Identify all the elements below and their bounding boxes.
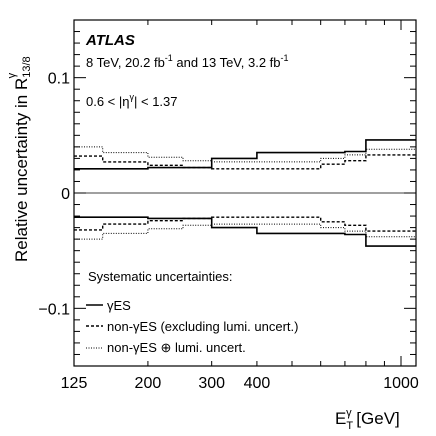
- plot-frame: [73, 19, 417, 367]
- series-layer: [74, 139, 416, 247]
- energy-lumi-label: 8 TeV, 20.2 fb-1 and 13 TeV, 3.2 fb-1: [86, 53, 289, 70]
- atlas-label: ATLAS: [85, 32, 135, 49]
- series-0-upper-line: [74, 139, 416, 170]
- legend: Systematic uncertainties: γES non-γES (e…: [86, 269, 298, 355]
- x-axis-label: ETγ [GeV]: [335, 407, 400, 432]
- x-axis-label-sub: T: [346, 420, 353, 432]
- series-1-lower-line: [74, 216, 416, 232]
- ticks-layer: [74, 20, 416, 366]
- series-2-lower-line: [74, 223, 416, 240]
- y-axis-label-sup: γ: [6, 72, 18, 78]
- y-tick-label: −0.1: [38, 301, 70, 318]
- y-tick-label: 0.1: [48, 71, 70, 88]
- legend-title: Systematic uncertainties:: [88, 269, 233, 284]
- x-tick-label: 125: [61, 375, 88, 392]
- x-axis-label-unit: [GeV]: [352, 409, 400, 428]
- x-tick-label: 400: [244, 375, 271, 392]
- legend-label-ges: γES: [107, 298, 131, 313]
- y-tick-label: 0: [61, 186, 70, 203]
- legend-label-nonges: non-γES (excluding lumi. uncert.): [107, 319, 298, 334]
- series-1-upper-line: [74, 154, 416, 170]
- x-tick-label: 300: [198, 375, 225, 392]
- tick-labels: 125 200 300 400 1000 −0.1 0 0.1: [38, 71, 419, 392]
- y-axis-label-sub: 13/8: [21, 56, 33, 77]
- x-tick-label: 1000: [383, 375, 419, 392]
- series-0-lower-line: [74, 216, 416, 247]
- x-tick-label: 200: [135, 375, 162, 392]
- x-axis-label-sup: γ: [346, 407, 352, 419]
- y-axis-label: Relative uncertainty in R13/8γ: [6, 56, 33, 262]
- legend-label-nonges-lumi: non-γES ⊕ lumi. uncert.: [107, 340, 246, 355]
- eta-range-label: 0.6 < |ηγ| < 1.37: [86, 92, 178, 109]
- series-2-upper-line: [74, 146, 416, 163]
